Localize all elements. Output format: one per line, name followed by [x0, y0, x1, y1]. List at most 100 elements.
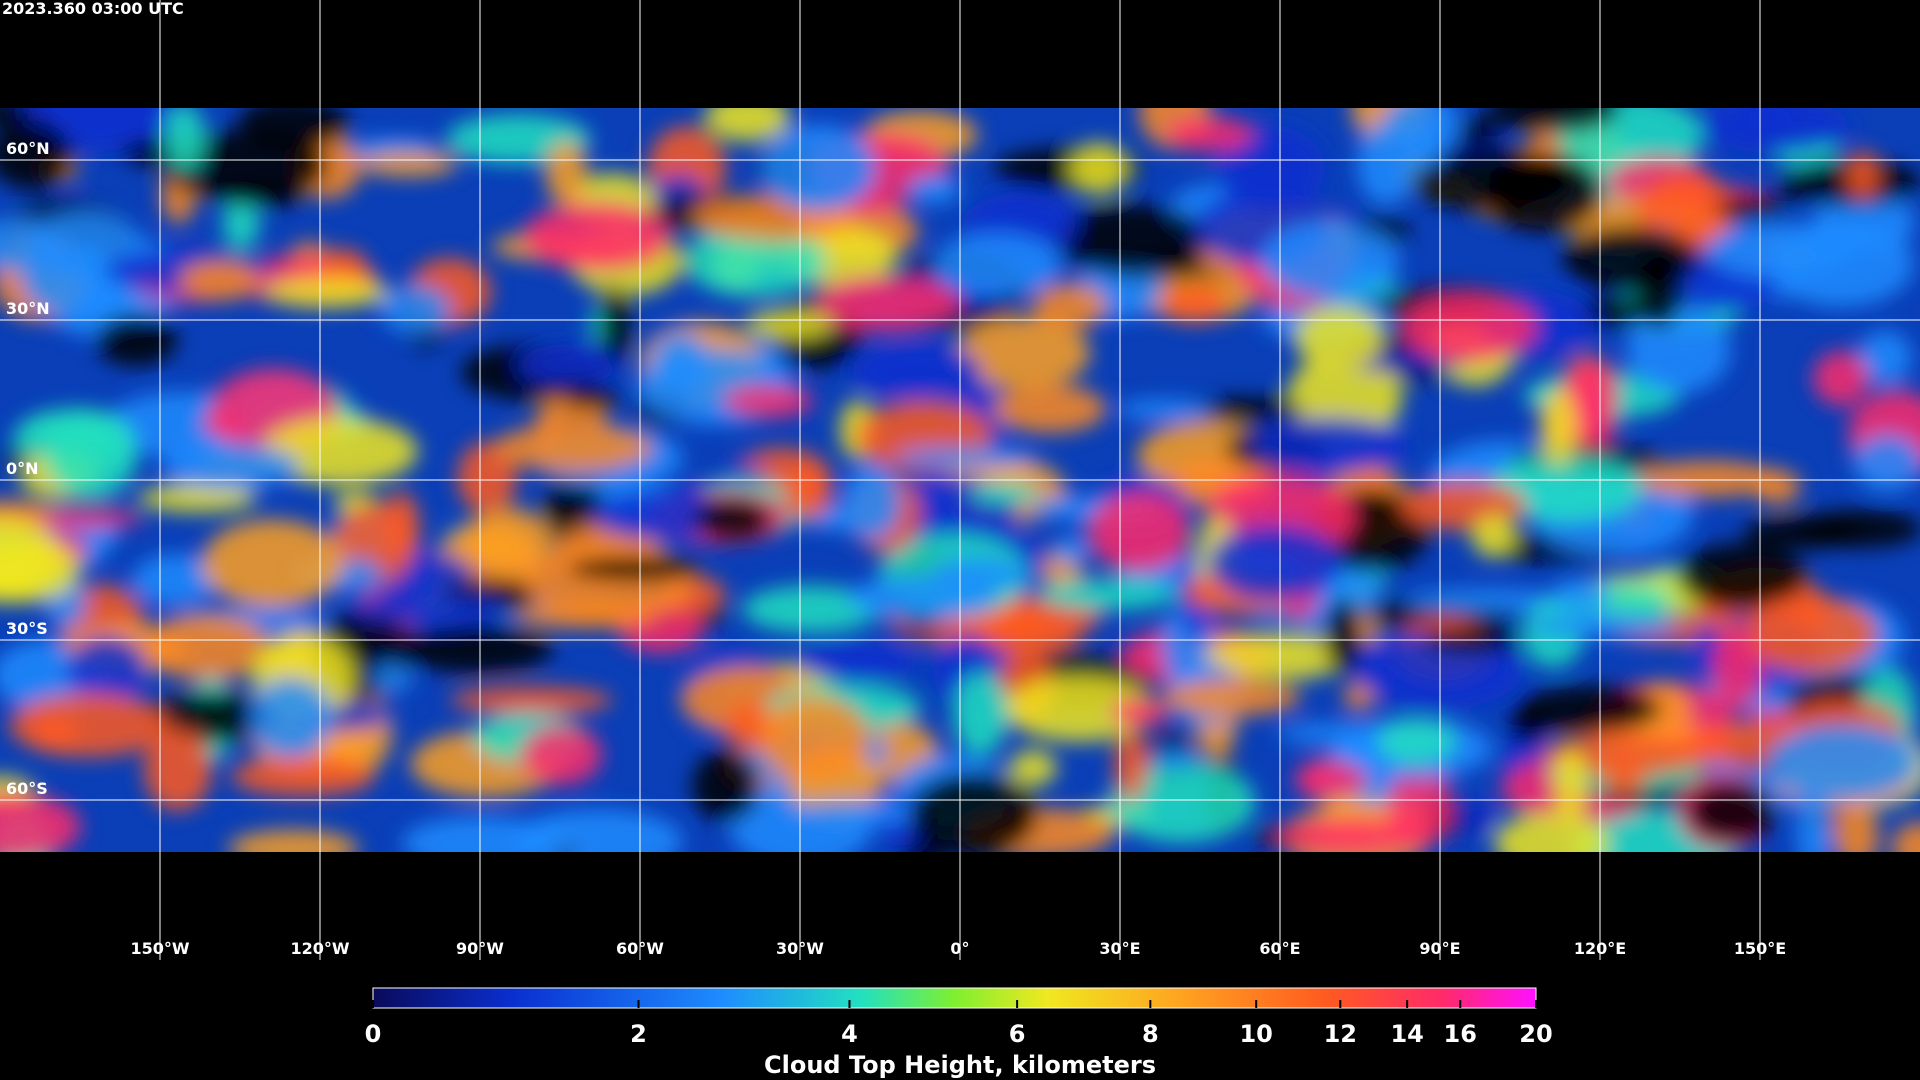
cloud-patch: [144, 613, 271, 681]
cloud-patch: [1032, 283, 1108, 329]
cloud-patch: [1165, 116, 1254, 152]
cloud-patch: [566, 556, 701, 582]
lon-label: 150°E: [1734, 939, 1786, 958]
cloud-patch: [515, 602, 654, 629]
cloud-patch: [522, 201, 672, 272]
cloud-patch: [723, 385, 814, 418]
cloud-patch: [1008, 749, 1057, 787]
cloud-patch: [908, 173, 961, 205]
cloud-patch: [1160, 679, 1302, 716]
cloud-patch: [179, 259, 261, 301]
cloud-patch: [955, 316, 1091, 390]
cloud-patch: [1384, 108, 1461, 155]
cloud-patch: [1626, 307, 1731, 394]
cloud-patch: [1324, 598, 1362, 674]
colorbar-tick-label: 8: [1142, 1020, 1159, 1048]
graticule: 60°N 30°N 0°N 30°S 60°S 150°W 120°W 90°W 60°W 30°…: [0, 0, 1920, 960]
cloud-patch: [1248, 416, 1409, 473]
cloud-patch: [1712, 627, 1762, 709]
cloud-patch: [463, 507, 553, 575]
cloud-patch: [1714, 196, 1790, 219]
cloud-patch: [132, 553, 219, 606]
cloud-patch: [1685, 780, 1777, 843]
cloud-patch: [1087, 491, 1191, 572]
cloud-patch: [980, 614, 1082, 655]
cloud-patch: [1493, 812, 1610, 852]
cloud-patch: [1562, 226, 1699, 291]
cloud-patch: [1699, 108, 1850, 154]
cloud-patch: [1056, 204, 1210, 276]
cloud-patch: [95, 314, 178, 367]
colorbar-tick-label: 20: [1519, 1020, 1552, 1048]
cloud-patch: [1114, 729, 1149, 802]
cloud-patch: [908, 772, 1038, 852]
cloud-patch: [1846, 150, 1880, 200]
cloud-patch: [380, 284, 451, 334]
colorbar-tick-label: 6: [1009, 1020, 1026, 1048]
cloud-patch: [1635, 460, 1780, 498]
cloud-patch: [1410, 148, 1572, 212]
cloud-patch: [760, 124, 877, 212]
cloud-patch: [1891, 821, 1920, 852]
cloud-patch: [1471, 515, 1517, 558]
cloud-patch: [1517, 685, 1662, 733]
lat-label: 60°N: [6, 139, 50, 158]
lat-label: 60°S: [6, 779, 48, 798]
cloud-patch: [1377, 718, 1457, 764]
cloud-patch: [1068, 142, 1129, 195]
cloud-patch: [399, 625, 554, 674]
cloud-patch: [812, 275, 960, 332]
lon-label: 0°: [950, 939, 969, 958]
cloud-patch: [19, 418, 132, 439]
cloud-patch: [742, 585, 881, 634]
cloud-patch: [843, 463, 901, 541]
cloud-patch: [1858, 330, 1912, 385]
colorbar-tick-label: 10: [1239, 1020, 1272, 1048]
cloud-patch: [1554, 748, 1588, 824]
lon-label: 30°W: [776, 939, 824, 958]
cloud-patch: [457, 441, 517, 514]
cloud-patch: [222, 196, 260, 250]
cloud-patch: [1743, 595, 1878, 673]
cloud-patch: [517, 344, 621, 385]
cloud-patch: [358, 150, 458, 177]
cloud-patch: [264, 277, 389, 308]
cloud-patch: [952, 671, 1009, 756]
cloud-patch: [1540, 387, 1577, 467]
cloud-patch: [694, 497, 773, 541]
cloud-patch: [792, 800, 937, 825]
colorbar: [372, 987, 1537, 1009]
cloud-patch: [545, 140, 588, 206]
cloud-patch: [783, 465, 832, 521]
colorbar-tick-label: 16: [1444, 1020, 1477, 1048]
cloud-patch: [1424, 628, 1522, 653]
cloud-patch: [1004, 675, 1155, 743]
timestamp: 2023.360 03:00 UTC: [2, 0, 184, 18]
lon-label: 150°W: [130, 939, 189, 958]
cloud-patch: [1294, 306, 1384, 371]
cloud-patch: [704, 108, 791, 142]
cloud-patch: [1676, 543, 1807, 611]
cloud-patch: [1118, 399, 1213, 420]
cloud-patch: [143, 729, 213, 811]
cloud-patch: [1577, 297, 1650, 327]
cloud-patch: [1550, 578, 1610, 610]
cloud-patch: [1603, 751, 1646, 796]
cloud-patch: [931, 558, 1027, 590]
cloud-patch: [493, 423, 654, 472]
cloud-patch: [1151, 747, 1197, 771]
lon-label: 60°E: [1259, 939, 1300, 958]
cloud-patch: [1766, 724, 1920, 802]
cloud-patch: [1216, 125, 1326, 211]
cloud-patch: [237, 108, 349, 150]
cloud-patch: [1853, 434, 1920, 491]
lon-label: 90°W: [456, 939, 504, 958]
cloud-patch: [599, 285, 631, 363]
cloud-patch: [1404, 588, 1568, 612]
cloud-patch: [1796, 787, 1831, 852]
lon-label: 30°E: [1099, 939, 1140, 958]
cloud-patch: [201, 519, 345, 608]
cloud-patch: [1529, 613, 1679, 638]
cloud-patch: [161, 443, 300, 489]
cloud-patch: [1038, 578, 1177, 611]
